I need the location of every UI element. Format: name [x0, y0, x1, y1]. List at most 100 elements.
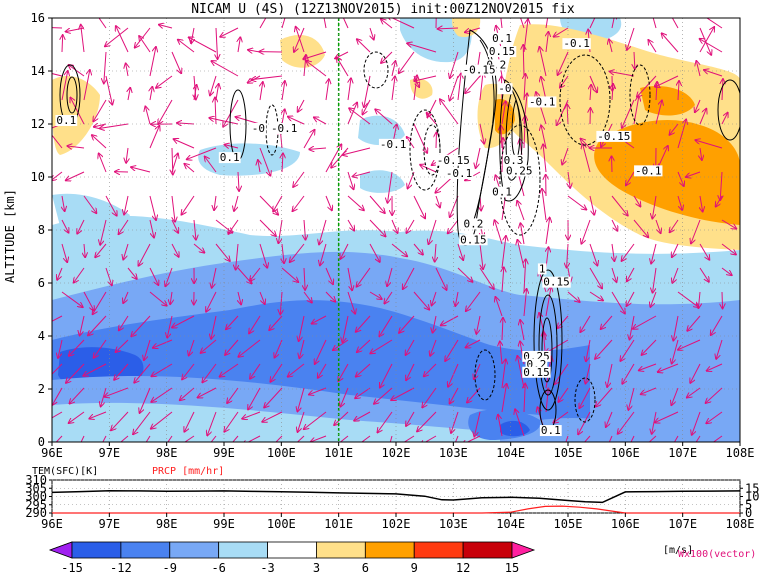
vector-121: [189, 339, 195, 355]
vector-554: [707, 363, 723, 371]
vector-70: [111, 411, 129, 430]
contour-label-bg-21: [537, 263, 547, 275]
vector-8: [61, 219, 68, 233]
vector-279: [391, 243, 407, 256]
vector-453: [612, 84, 613, 101]
vector-483: [628, 387, 635, 410]
vector-462: [601, 315, 613, 329]
vector-237: [348, 78, 351, 101]
x-tick-label-3: 99E: [213, 446, 235, 460]
vector-229: [315, 339, 327, 364]
vector-53: [102, 435, 107, 442]
vector-532: [699, 267, 709, 282]
contour-label-6: -0.1: [446, 167, 473, 180]
vector-535: [678, 339, 701, 350]
vector-139: [201, 339, 217, 353]
shade-band-10: [52, 193, 130, 229]
vector-324: [438, 28, 459, 29]
sfc-x-tick-label-5: 101E: [324, 517, 353, 531]
vector-184: [282, 109, 285, 125]
vector-342: [465, 27, 481, 32]
contour-label-10: -0.15: [463, 64, 496, 77]
shade-band-22: [280, 35, 325, 68]
vector-408: [545, 287, 551, 317]
sfc-x-tick-label-3: 99E: [213, 517, 235, 531]
tem-tick-label-0: 290: [25, 506, 47, 520]
vector-106: [151, 411, 173, 429]
y-tick-label-1: 2: [38, 382, 45, 396]
vector-226: [325, 267, 333, 284]
vector-197: [275, 435, 283, 442]
vector-156: [226, 315, 239, 329]
vector-148: [209, 118, 239, 125]
x-tick-label-12: 108E: [726, 446, 755, 460]
vector-499: [642, 339, 657, 355]
vector-157: [225, 339, 239, 355]
x-tick-label-0: 96E: [41, 446, 63, 460]
vector-370: [501, 236, 506, 269]
vector-482: [622, 363, 635, 384]
vector-493: [652, 195, 657, 218]
vector-465: [596, 387, 613, 407]
colorbar-segment-5: [267, 541, 317, 559]
vector-214: [298, 411, 305, 432]
vector-88: [133, 411, 151, 434]
vector-423: [567, 243, 568, 268]
vector-319: [430, 339, 437, 356]
vector-198: [294, 27, 305, 52]
contour-label-bg-18: [528, 96, 557, 108]
colorbar-label-4: -3: [260, 561, 274, 575]
vector-339: [450, 387, 459, 403]
vector-180: [281, 18, 286, 29]
vector-255: [363, 99, 371, 114]
vector-98: [171, 219, 178, 233]
contour-label-bg-5: [435, 154, 471, 166]
vector-116: [194, 219, 196, 240]
vector-371: [502, 267, 504, 293]
vector-377: [498, 415, 503, 437]
vector-113: [174, 139, 195, 149]
vector-451: [609, 39, 612, 53]
contour-label-12: 0.3: [504, 154, 524, 167]
vector-521: [673, 435, 679, 442]
vector-425: [567, 291, 580, 302]
vector-326: [450, 75, 459, 100]
prcp-tick-label-0: 0: [745, 506, 752, 520]
vector-372: [495, 297, 503, 317]
vector-35: [80, 435, 85, 442]
contour-7: [423, 124, 441, 176]
vector-66: [119, 315, 129, 330]
vector-471: [622, 99, 635, 128]
colorbar-label-8: 12: [456, 561, 470, 575]
vector-383: [524, 116, 525, 149]
vector-365: [501, 126, 502, 149]
vector-396: [545, 18, 549, 29]
vector-293: [407, 137, 415, 149]
vector-295: [413, 195, 425, 218]
vector-58: [100, 123, 129, 128]
vector-262: [357, 267, 371, 287]
vector-260: [369, 219, 385, 236]
y-tick-label-2: 4: [38, 329, 45, 343]
vector-486: [652, 18, 657, 29]
vector-265: [357, 339, 371, 352]
vector-171: [259, 243, 267, 268]
vector-7: [62, 195, 65, 211]
vector-280: [387, 267, 393, 286]
vector-553: [716, 339, 723, 359]
contour-11: [505, 88, 523, 181]
contour-18: [541, 317, 553, 383]
x-tick-label-8: 104E: [496, 446, 525, 460]
x-tick-label-7: 103E: [439, 446, 468, 460]
vector-104: [152, 363, 173, 376]
vector-460: [611, 267, 616, 282]
vector-142: [207, 411, 217, 435]
vector-466: [606, 411, 613, 427]
vector-334: [457, 267, 472, 282]
vector-158: [220, 363, 239, 377]
vector-380: [523, 45, 524, 77]
vector-397: [546, 32, 548, 53]
vector-284: [380, 363, 393, 388]
vector-223: [325, 195, 332, 210]
